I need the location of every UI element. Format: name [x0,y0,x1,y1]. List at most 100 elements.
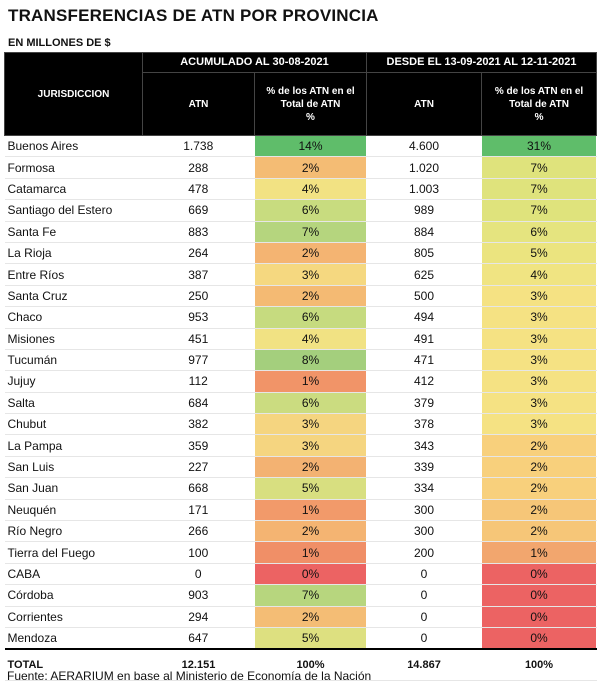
total-atn-acumulado: 12.151 [142,648,255,682]
header-jurisdiccion: JURISDICCION [4,52,143,136]
atn-acumulado: 382 [142,413,255,436]
header-pct-line2: Total de ATN [280,98,341,110]
province-name: Córdoba [4,584,143,607]
page-title: TRANSFERENCIAS DE ATN POR PROVINCIA [8,6,379,25]
pct-desde: 4% [481,263,598,286]
atn-desde: 1.020 [366,156,482,179]
header-pct-line1: % de los ATN en el [266,85,355,97]
atn-desde: 300 [366,499,482,522]
table-body: Buenos Aires 1.738 14% 4.600 31% Formosa… [4,135,598,650]
table-row: San Juan 668 5% 334 2% [4,477,598,500]
pct-acumulado: 2% [253,456,368,479]
pct-acumulado: 3% [253,413,368,436]
atn-desde: 300 [366,520,482,543]
pct-acumulado: 1% [253,370,368,393]
pct-desde: 3% [481,328,598,350]
pct-acumulado: 5% [253,477,368,500]
atn-desde: 884 [366,221,482,243]
province-name: Buenos Aires [4,135,143,158]
table-row: Buenos Aires 1.738 14% 4.600 31% [4,135,598,158]
atn-desde: 625 [366,263,482,286]
pct-acumulado: 1% [253,499,368,522]
atn-desde: 0 [366,627,482,650]
atn-acumulado: 668 [142,477,255,500]
table-row: La Pampa 359 3% 343 2% [4,434,598,457]
province-name: Tucumán [4,349,143,372]
province-name: Santiago del Estero [4,199,143,222]
pct-desde: 2% [481,477,598,500]
atn-desde: 494 [366,306,482,329]
province-name: Formosa [4,156,143,179]
atn-acumulado: 250 [142,285,255,308]
pct-desde: 2% [481,456,598,479]
atn-acumulado: 478 [142,178,255,201]
atn-desde: 1.003 [366,178,482,201]
table-row: Córdoba 903 7% 0 0% [4,584,598,607]
atn-desde: 339 [366,456,482,479]
table-row: Santa Cruz 250 2% 500 3% [4,285,598,308]
pct-desde: 2% [481,499,598,522]
province-name: Misiones [4,328,143,350]
province-name: Chubut [4,413,143,436]
header-pct-line3: % [306,111,315,123]
pct-desde: 3% [481,370,598,393]
table-row: Catamarca 478 4% 1.003 7% [4,178,598,201]
atn-acumulado: 1.738 [142,135,255,158]
pct-acumulado: 3% [253,434,368,457]
pct-acumulado: 2% [253,156,368,179]
pct-acumulado: 8% [253,349,368,372]
atn-desde: 500 [366,285,482,308]
atn-acumulado: 294 [142,606,255,628]
province-name: Neuquén [4,499,143,522]
atn-acumulado: 903 [142,584,255,607]
pct-desde: 6% [481,221,598,243]
pct-desde: 7% [481,199,598,222]
table-row: San Luis 227 2% 339 2% [4,456,598,479]
atn-desde: 471 [366,349,482,372]
atn-table: JURISDICCION ACUMULADO AL 30-08-2021 DES… [4,52,598,682]
pct-acumulado: 2% [253,606,368,628]
pct-acumulado: 14% [253,135,368,158]
pct-acumulado: 6% [253,199,368,222]
atn-desde: 412 [366,370,482,393]
atn-desde: 334 [366,477,482,500]
header-group-desde: DESDE EL 13-09-2021 AL 12-11-2021 [366,52,598,73]
atn-desde: 379 [366,392,482,415]
pct-desde: 7% [481,156,598,179]
pct-desde: 0% [481,606,598,628]
province-name: Santa Fe [4,221,143,243]
atn-desde: 200 [366,541,482,564]
table-row: Mendoza 647 5% 0 0% [4,627,598,650]
header-pct-1: % de los ATN en el Total de ATN % [253,72,368,136]
pct-acumulado: 6% [253,392,368,415]
pct-acumulado: 4% [253,178,368,201]
atn-acumulado: 647 [142,627,255,650]
header-atn-2: ATN [366,72,483,136]
atn-desde: 0 [366,584,482,607]
atn-acumulado: 387 [142,263,255,286]
total-label: TOTAL [4,648,143,682]
province-name: San Juan [4,477,143,500]
table-row: Corrientes 294 2% 0 0% [4,606,598,628]
pct-desde: 3% [481,306,598,329]
atn-desde: 343 [366,434,482,457]
province-name: Chaco [4,306,143,329]
atn-acumulado: 883 [142,221,255,243]
units-subtitle: EN MILLONES DE $ [8,37,111,49]
total-pct-desde: 100% [481,648,597,682]
atn-acumulado: 0 [142,563,255,586]
pct-acumulado: 2% [253,520,368,543]
atn-acumulado: 669 [142,199,255,222]
table-row: Formosa 288 2% 1.020 7% [4,156,598,179]
province-name: Entre Ríos [4,263,143,286]
table-row: La Rioja 264 2% 805 5% [4,242,598,265]
pct-desde: 3% [481,392,598,415]
province-name: Río Negro [4,520,143,543]
total-row: TOTAL 12.151 100% 14.867 100% [4,648,597,682]
table-row: Santa Fe 883 7% 884 6% [4,221,598,243]
pct-desde: 3% [481,349,598,372]
table-row: Santiago del Estero 669 6% 989 7% [4,199,598,222]
atn-acumulado: 100 [142,541,255,564]
header-pct-line3: % [534,111,544,123]
province-name: La Pampa [4,434,143,457]
